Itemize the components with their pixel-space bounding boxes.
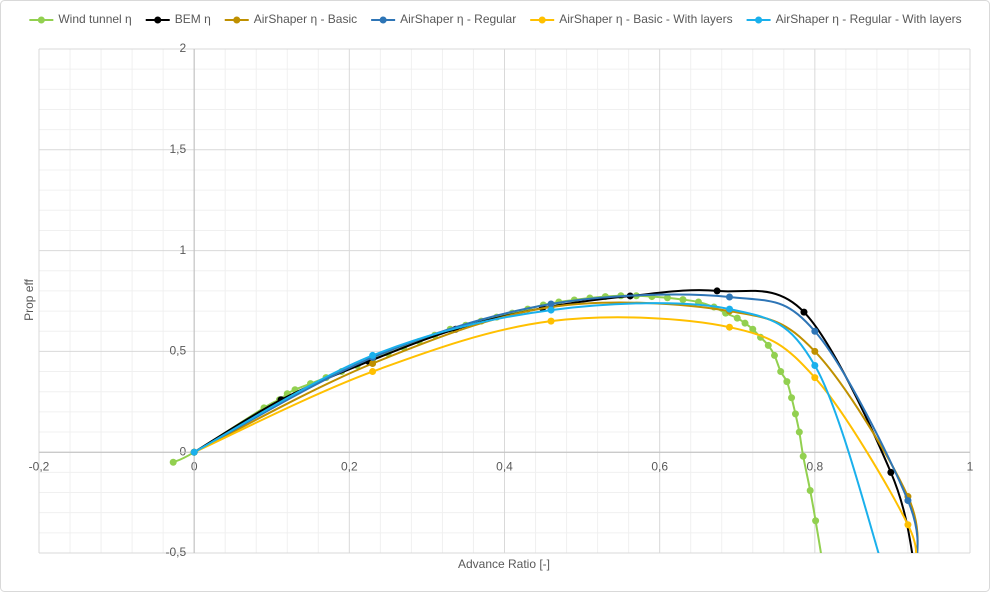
legend-marker — [37, 16, 45, 24]
y-tick-label: 1,5 — [169, 142, 186, 156]
legend-label: AirShaper η - Regular — [400, 12, 516, 26]
y-axis-title: Prop eff — [22, 278, 36, 320]
legend-item: AirShaper η - Basic - With layers — [530, 12, 733, 26]
data-point — [799, 452, 807, 460]
y-tick-label: 2 — [179, 41, 186, 55]
series-line — [193, 302, 880, 553]
data-point — [713, 287, 721, 295]
data-point — [725, 293, 733, 301]
legend-label: Wind tunnel η — [58, 12, 131, 26]
data-point — [663, 294, 671, 302]
x-tick-label: 0,8 — [806, 459, 823, 473]
data-point — [806, 487, 814, 495]
data-point — [812, 517, 820, 525]
legend-marker — [538, 16, 546, 24]
data-point — [791, 410, 799, 418]
legend-item: AirShaper η - Basic — [224, 12, 357, 26]
y-tick-label: -0,5 — [165, 545, 186, 559]
legend-item: AirShaper η - Regular - With layers — [746, 12, 962, 26]
x-tick-label: 0,2 — [341, 459, 358, 473]
y-tick-label: 0 — [179, 444, 186, 458]
legend-label: AirShaper η - Regular - With layers — [776, 12, 962, 26]
data-point — [795, 428, 803, 436]
data-point — [887, 468, 895, 476]
data-point — [811, 362, 819, 370]
data-point — [811, 347, 819, 355]
data-point — [741, 319, 749, 327]
legend-marker — [233, 16, 241, 24]
legend-marker — [154, 16, 162, 24]
series-line — [193, 293, 919, 553]
data-point — [783, 378, 791, 386]
data-point — [190, 448, 198, 456]
data-point — [369, 351, 377, 359]
data-point — [547, 317, 555, 325]
legend-item: BEM η — [145, 12, 211, 26]
x-tick-label: -0,2 — [29, 459, 50, 473]
data-point — [369, 368, 377, 376]
data-point — [904, 497, 912, 505]
legend-label: AirShaper η - Basic — [254, 12, 357, 26]
x-tick-label: 0,6 — [651, 459, 668, 473]
legend-marker — [379, 16, 387, 24]
data-point — [764, 341, 772, 349]
data-point — [547, 306, 555, 314]
legend-label: AirShaper η - Basic - With layers — [559, 12, 732, 26]
series-line — [193, 316, 918, 553]
y-tick-label: 0,5 — [169, 344, 186, 358]
legend-item: Wind tunnel η — [29, 12, 132, 26]
data-point — [749, 325, 757, 333]
data-point — [770, 351, 778, 359]
legend-marker — [755, 16, 763, 24]
x-tick-label: 1 — [967, 459, 974, 473]
data-point — [369, 359, 377, 367]
data-point — [788, 394, 796, 402]
data-point — [547, 300, 555, 308]
x-tick-label: 0,4 — [496, 459, 513, 473]
data-point — [725, 323, 733, 331]
data-point — [904, 521, 912, 529]
legend-item: AirShaper η - Regular — [371, 12, 516, 26]
legend-label: BEM η — [175, 12, 211, 26]
data-point — [725, 305, 733, 313]
data-point — [169, 458, 177, 466]
plot-area — [169, 287, 919, 553]
y-tick-label: 1 — [179, 243, 186, 257]
x-axis-title: Advance Ratio [-] — [458, 557, 550, 571]
data-point — [800, 308, 808, 316]
data-point — [811, 374, 819, 382]
data-point — [733, 314, 741, 322]
data-point — [811, 327, 819, 335]
data-point — [679, 296, 687, 304]
data-point — [777, 368, 785, 376]
